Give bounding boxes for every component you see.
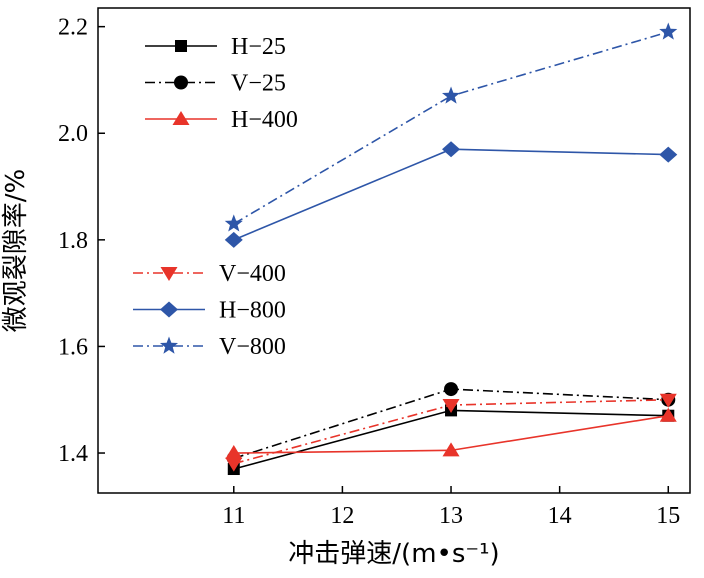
data-point-diamond bbox=[224, 231, 243, 248]
plot-frame bbox=[97, 7, 691, 494]
y-tick-label: 2.0 bbox=[58, 121, 88, 147]
legend-item: V−25 bbox=[145, 71, 286, 97]
x-tick-label: 15 bbox=[656, 503, 680, 529]
legend-label: H−25 bbox=[231, 34, 286, 60]
series-h-800 bbox=[224, 141, 678, 248]
series-v-800 bbox=[224, 22, 678, 232]
data-point-diamond bbox=[659, 146, 678, 163]
y-axis-label: 微观裂隙率/% bbox=[1, 169, 31, 332]
legend-item: H−800 bbox=[133, 298, 286, 324]
data-point-triangle-up bbox=[225, 445, 243, 460]
legend-label: H−400 bbox=[231, 107, 298, 133]
x-tick-label: 12 bbox=[330, 503, 354, 529]
series-line bbox=[233, 31, 669, 225]
x-tick-label: 11 bbox=[222, 503, 245, 529]
legend-label: V−400 bbox=[219, 261, 286, 287]
data-point-diamond bbox=[442, 141, 461, 158]
legend: H−25 V−25 H−400 V−400 H−800 V−800 bbox=[133, 34, 298, 360]
data-point-triangle-down bbox=[442, 399, 460, 414]
data-point-circle bbox=[444, 382, 459, 397]
legend-item: H−400 bbox=[145, 107, 298, 133]
x-axis-label: 冲击弹速/(m•s⁻¹) bbox=[288, 539, 499, 569]
series-line bbox=[233, 409, 669, 470]
data-point-triangle-up bbox=[659, 407, 677, 422]
y-tick-label: 1.4 bbox=[58, 441, 88, 467]
legend-item: H−25 bbox=[145, 34, 286, 60]
data-point-triangle-down bbox=[659, 393, 677, 408]
data-point-star bbox=[441, 86, 461, 104]
y-tick-label: 1.8 bbox=[58, 228, 88, 254]
legend-label: H−800 bbox=[219, 298, 286, 324]
data-point-star bbox=[659, 22, 678, 40]
legend-item: V−800 bbox=[133, 334, 286, 360]
legend-marker-triangle-down bbox=[160, 267, 178, 281]
legend-label: V−25 bbox=[231, 71, 286, 97]
series-layer bbox=[224, 22, 678, 476]
legend-marker-square bbox=[175, 40, 187, 52]
x-tick-label: 14 bbox=[548, 503, 572, 529]
y-tick-label: 2.2 bbox=[58, 15, 88, 41]
x-tick-label: 13 bbox=[439, 503, 463, 529]
series-h-400 bbox=[225, 407, 677, 460]
series-v-400 bbox=[225, 393, 677, 472]
legend-marker-star bbox=[159, 336, 179, 354]
plot-border bbox=[97, 7, 691, 494]
legend-marker-triangle-up bbox=[172, 111, 190, 125]
legend-marker-diamond bbox=[160, 301, 178, 318]
legend-marker-circle bbox=[174, 75, 188, 90]
legend-item: V−400 bbox=[133, 261, 286, 287]
data-point-triangle-down bbox=[225, 457, 243, 472]
data-point-star bbox=[224, 214, 243, 232]
axis-ticks: 11 12 13 14 15 1.4 1.6 1.8 2.0 2.2 bbox=[58, 15, 680, 529]
y-tick-label: 1.6 bbox=[58, 334, 88, 360]
data-point-triangle-up bbox=[442, 442, 460, 457]
legend-label: V−800 bbox=[219, 334, 286, 360]
series-line bbox=[233, 148, 669, 241]
